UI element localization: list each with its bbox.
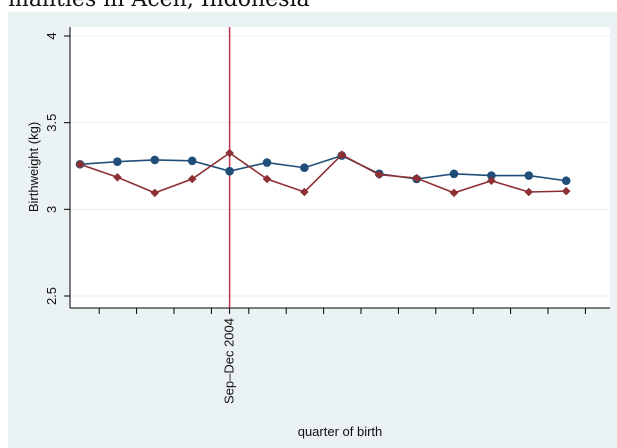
data-point (150, 188, 160, 198)
data-point (187, 174, 197, 184)
x-axis-label: quarter of birth (298, 424, 383, 439)
series-line (79, 154, 567, 182)
series-group (75, 148, 571, 198)
y-tick-label: 3 (44, 206, 59, 213)
data-point (75, 159, 85, 169)
data-point (262, 174, 272, 184)
data-point (187, 156, 197, 166)
data-point (337, 150, 347, 160)
data-point (524, 187, 534, 197)
x-axis-ticks (98, 308, 586, 314)
data-point (113, 172, 122, 182)
grid-lines (70, 35, 610, 297)
data-point (487, 176, 496, 186)
series-2 (75, 148, 571, 198)
data-point (561, 176, 571, 186)
data-point (300, 187, 309, 197)
y-axis-label: Birthweight (kg) (26, 122, 41, 212)
data-point (300, 163, 309, 173)
x-marked-tick-label: Sep–Dec 2004 (222, 318, 237, 404)
y-tick-label: 4 (44, 32, 59, 39)
y-tick-label: 3.5 (44, 114, 59, 132)
data-point (225, 166, 234, 176)
data-point (524, 171, 534, 180)
data-point (561, 186, 571, 196)
data-point (374, 170, 384, 179)
data-point (449, 169, 459, 179)
data-point (412, 173, 421, 183)
data-point (150, 155, 160, 165)
figure-caption: malities in Aceh, Indonesia (8, 0, 310, 12)
y-axis-ticks: 2.5 3 3.5 4 (44, 32, 70, 305)
data-point (113, 157, 122, 166)
y-tick-label: 2.5 (44, 287, 59, 305)
data-point (449, 188, 459, 198)
plot-area (70, 27, 610, 308)
data-point (225, 148, 234, 158)
series-line (79, 152, 567, 194)
data-point (262, 158, 272, 167)
data-point (487, 171, 496, 180)
